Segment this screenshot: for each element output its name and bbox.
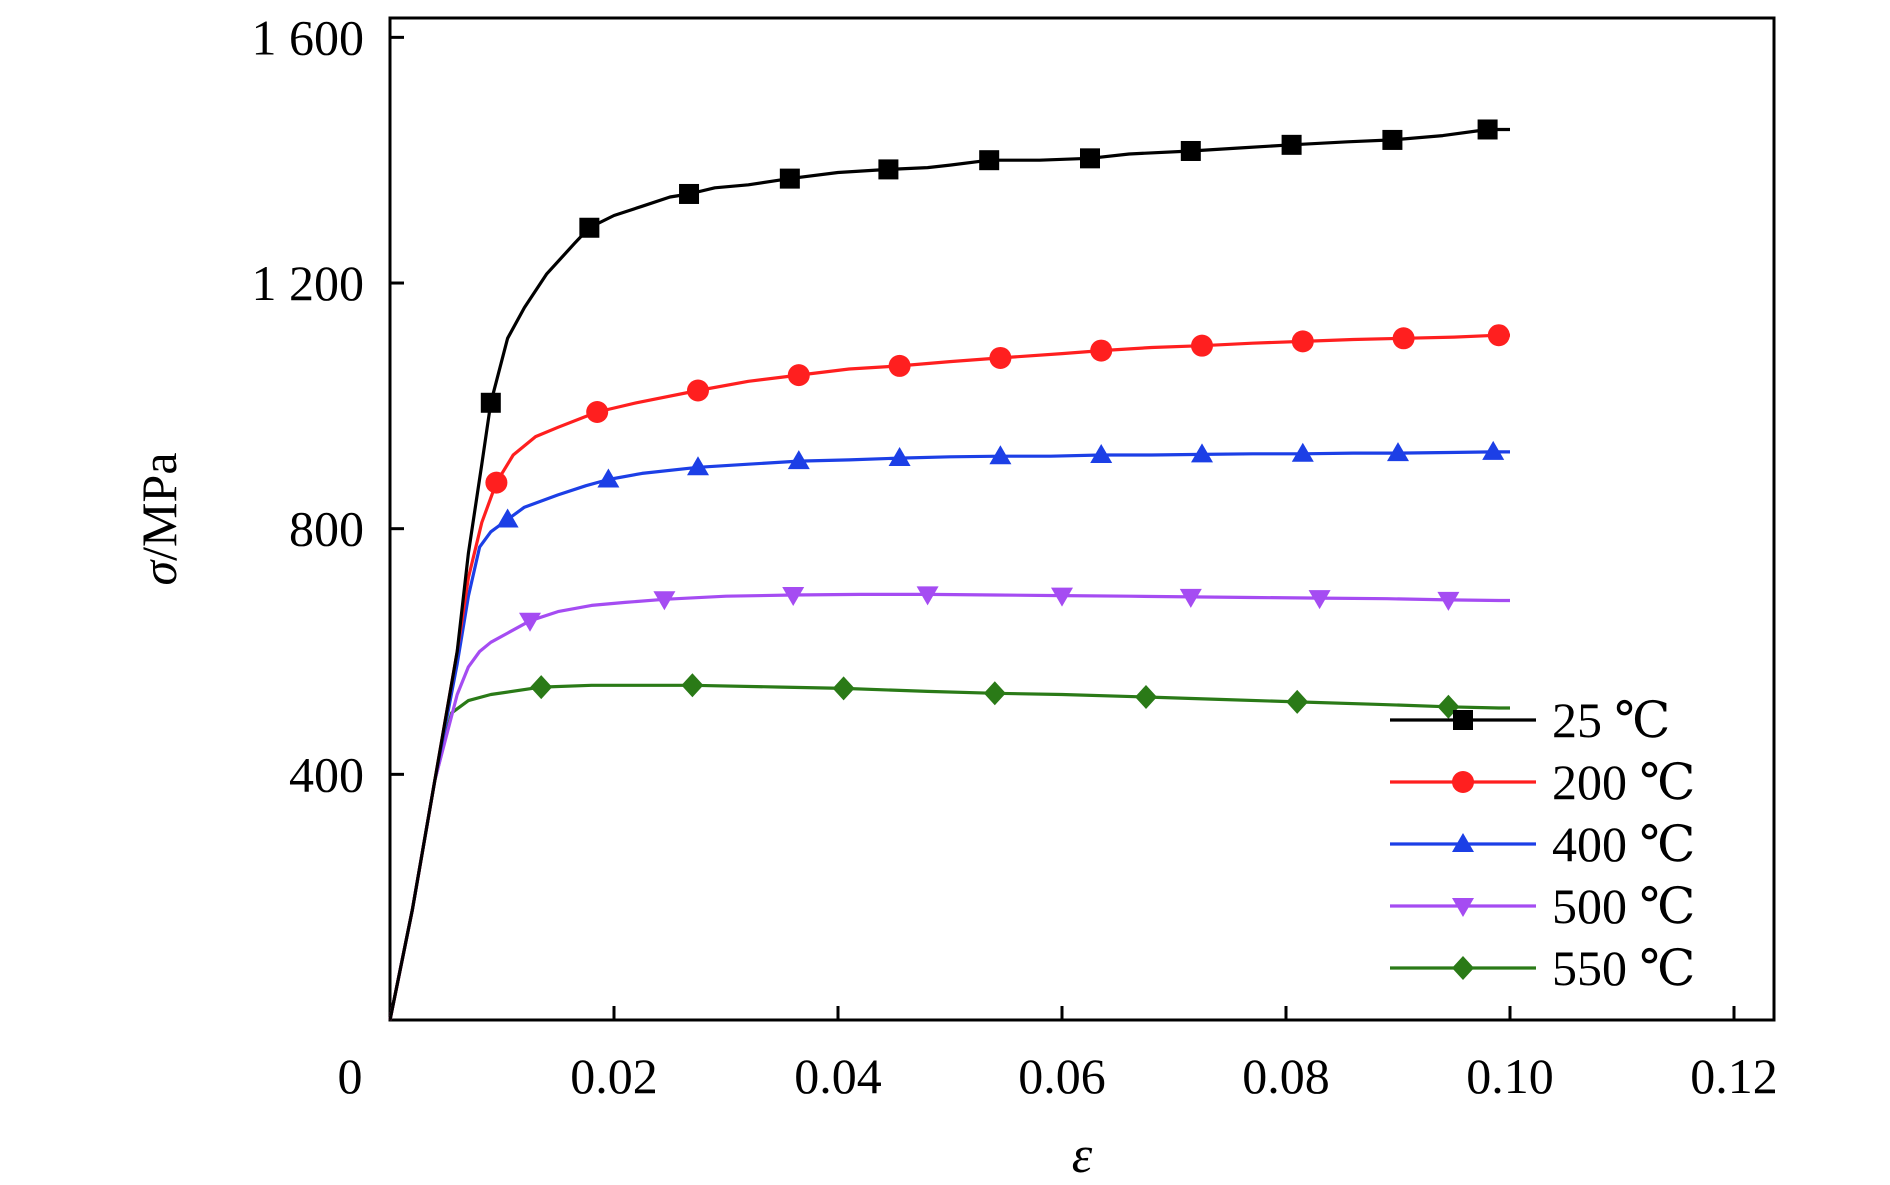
x-tick-label: 0.02 <box>570 1048 658 1104</box>
data-point <box>1308 590 1331 610</box>
legend-entry: 500 ℃ <box>1390 878 1695 934</box>
data-point <box>1382 129 1403 150</box>
data-point <box>832 676 855 701</box>
data-point <box>586 400 609 423</box>
legend-marker <box>1453 710 1473 730</box>
series-line <box>388 450 1510 1021</box>
x-tick-label: 0.08 <box>1242 1048 1330 1104</box>
data-point <box>1135 684 1157 709</box>
series-layer <box>388 119 1510 1021</box>
data-point <box>1487 324 1510 347</box>
data-point <box>485 471 508 494</box>
x-tick-label: 0.10 <box>1466 1048 1554 1104</box>
series-1 <box>388 324 1510 1021</box>
series-line <box>388 683 1510 1021</box>
data-point <box>916 586 939 606</box>
data-point <box>782 587 805 607</box>
legend-marker <box>1452 833 1474 852</box>
y-tick-label: 1 600 <box>252 9 365 65</box>
data-point <box>496 508 519 528</box>
legend-entry: 550 ℃ <box>1390 940 1695 996</box>
data-point <box>519 612 541 632</box>
data-point <box>1286 689 1309 714</box>
data-point <box>1051 587 1073 607</box>
legend-label: 400 ℃ <box>1552 816 1695 872</box>
data-point <box>989 346 1012 369</box>
y-tick-label: 800 <box>289 501 364 557</box>
data-point <box>1477 119 1498 140</box>
data-point <box>779 168 800 189</box>
legend-label: 200 ℃ <box>1552 754 1695 810</box>
legend-label: 25 ℃ <box>1552 692 1670 748</box>
y-axis-label-symbol: σ <box>131 559 187 586</box>
data-point <box>1291 442 1314 462</box>
x-tick-label: 0.12 <box>1690 1048 1778 1104</box>
data-point <box>983 681 1006 706</box>
data-point <box>1080 148 1100 169</box>
x-axis-label: ε <box>1072 1127 1093 1180</box>
data-point <box>1191 334 1213 357</box>
data-point <box>989 445 1012 465</box>
series-line <box>388 333 1510 1021</box>
x-tick-label: 0 <box>338 1048 363 1104</box>
data-point <box>888 447 911 467</box>
data-point <box>687 379 709 402</box>
legend-entry: 400 ℃ <box>1390 816 1695 872</box>
series-line <box>388 127 1510 1021</box>
legend-marker <box>1452 956 1474 980</box>
x-tick-label: 0.04 <box>794 1048 882 1104</box>
y-tick-label: 1 200 <box>252 255 365 311</box>
legend: 25 ℃ 200 ℃ 400 ℃ 500 ℃ 550 ℃ <box>1390 692 1695 996</box>
data-point <box>1387 442 1409 462</box>
data-point <box>1291 330 1314 353</box>
legend-marker <box>1452 898 1474 917</box>
x-tick-label: 0.06 <box>1018 1048 1106 1104</box>
data-point <box>480 392 501 413</box>
data-point <box>681 673 704 698</box>
data-point <box>1090 339 1113 362</box>
series-2 <box>388 440 1510 1021</box>
data-point <box>787 450 810 470</box>
y-tick-label: 400 <box>289 746 364 802</box>
data-point <box>687 456 709 476</box>
data-point <box>1090 443 1113 463</box>
data-point <box>597 468 620 488</box>
data-point <box>1482 440 1505 460</box>
legend-entry: 25 ℃ <box>1390 692 1670 748</box>
data-point <box>979 150 1000 171</box>
data-point <box>1437 591 1460 611</box>
legend-label: 500 ℃ <box>1552 878 1695 934</box>
plot-frame <box>388 16 1776 1022</box>
legend-label: 550 ℃ <box>1552 940 1695 996</box>
axis-ticks: 0 0.02 0.04 0.06 0.08 0.10 0.12 400 800 1 200 1 60… <box>252 9 1778 1104</box>
legend-entry: 200 ℃ <box>1390 754 1695 810</box>
data-point <box>1179 588 1202 608</box>
data-point <box>1392 327 1415 350</box>
data-point <box>1191 443 1213 463</box>
data-point <box>888 354 911 377</box>
data-point <box>1180 140 1201 161</box>
y-axis-label: σ/MPa <box>131 452 187 585</box>
y-axis-label-unit: /MPa <box>131 452 187 560</box>
data-point <box>679 183 700 204</box>
data-point <box>878 159 899 180</box>
data-point <box>1281 134 1302 155</box>
legend-marker <box>1452 771 1474 793</box>
data-point <box>530 675 553 700</box>
series-line <box>388 592 1510 1021</box>
data-point <box>579 217 600 238</box>
series-4 <box>388 673 1510 1021</box>
data-point <box>787 364 810 387</box>
series-0 <box>388 119 1510 1021</box>
series-3 <box>388 586 1510 1021</box>
data-point <box>653 591 676 611</box>
